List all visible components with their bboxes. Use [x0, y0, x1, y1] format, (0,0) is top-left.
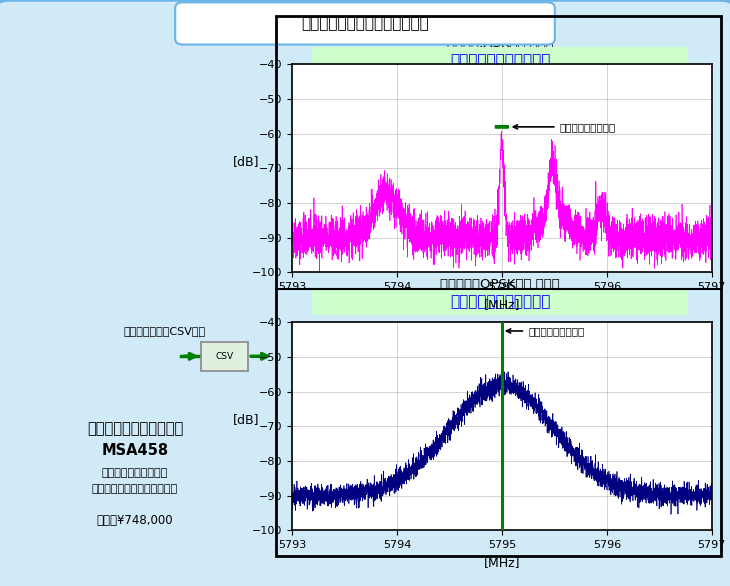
Text: スペクトラムアナライザ: スペクトラムアナライザ — [87, 421, 183, 437]
FancyBboxPatch shape — [312, 288, 688, 315]
FancyBboxPatch shape — [175, 2, 555, 45]
Text: キャリア周波数測定が可能！: キャリア周波数測定が可能！ — [92, 484, 178, 495]
Text: 重心計算により算出可能: 重心計算により算出可能 — [450, 294, 550, 309]
X-axis label: [MHz]: [MHz] — [483, 556, 520, 568]
Text: 変調方式:ASK方式 の場合: 変調方式:ASK方式 の場合 — [447, 37, 553, 50]
Text: MSA458: MSA458 — [101, 442, 169, 458]
Text: 算出されたキャリア: 算出されたキャリア — [507, 326, 584, 336]
Text: スペクトラムをCSV出力: スペクトラムをCSV出力 — [123, 326, 205, 336]
Text: 変調波のキャリア周波数測定例: 変調波のキャリア周波数測定例 — [301, 16, 429, 31]
Y-axis label: [dB]: [dB] — [233, 413, 259, 427]
Text: 算出されたキャリア: 算出されたキャリア — [513, 122, 616, 132]
Y-axis label: [dB]: [dB] — [233, 155, 259, 169]
Text: 各種変調波に対して、: 各種変調波に対して、 — [102, 468, 168, 479]
Text: ピーク値により算出可能: ピーク値により算出可能 — [450, 53, 550, 68]
Text: 変調方式：QPSK方式 の場合: 変調方式：QPSK方式 の場合 — [440, 278, 560, 291]
FancyBboxPatch shape — [312, 47, 688, 74]
Text: 定価：¥748,000: 定価：¥748,000 — [97, 514, 173, 527]
Text: CSV: CSV — [216, 352, 234, 361]
X-axis label: [MHz]: [MHz] — [483, 298, 520, 311]
FancyBboxPatch shape — [201, 342, 248, 371]
